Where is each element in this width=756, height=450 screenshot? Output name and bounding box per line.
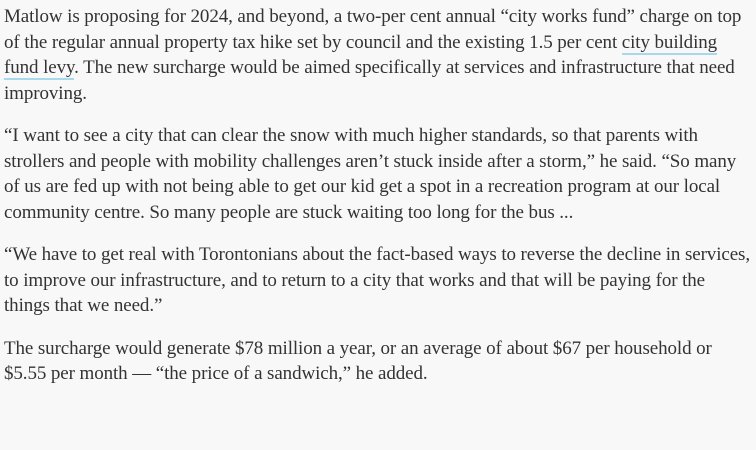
paragraph-surcharge-figures: The surcharge would generate $78 million… (4, 337, 712, 385)
paragraph-text: Matlow is proposing for 2024, and beyond… (4, 6, 742, 53)
paragraph-quote-torontonians: “We have to get real with Torontonians a… (4, 244, 750, 316)
article-body: Matlow is proposing for 2024, and beyond… (4, 4, 752, 385)
paragraph-text: . The new surcharge would be aimed speci… (4, 57, 735, 104)
city-building-fund-levy-link[interactable]: city building fund levy (4, 31, 718, 80)
paragraph-quote-snow: “I want to see a city that can clear the… (4, 125, 737, 223)
paragraph-proposal: Matlow is proposing for 2024, and beyond… (4, 4, 752, 106)
